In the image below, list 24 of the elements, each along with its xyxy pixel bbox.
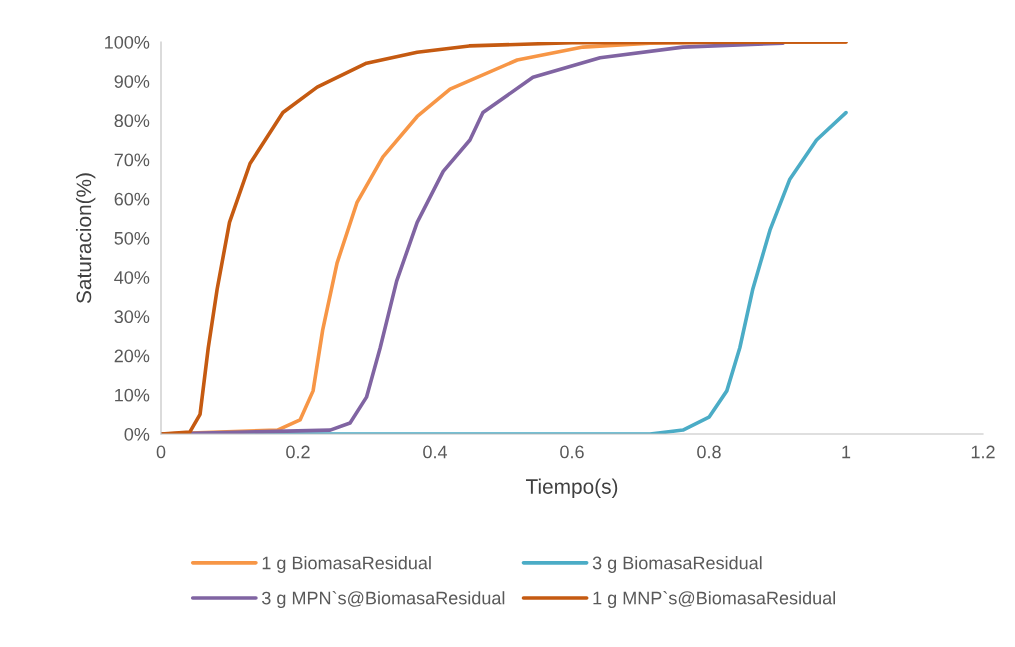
legend-label: 1 g MNP`s@BiomasaResidual: [593, 590, 835, 609]
y-tick-label: 60%: [114, 192, 150, 206]
y-tick-label: 100%: [105, 35, 150, 49]
legend-label: 3 g BiomasaResidual: [592, 556, 762, 573]
y-tick-label: 70%: [114, 153, 150, 167]
x-tick-label: 0.2: [286, 445, 310, 459]
x-tick-label: 0: [156, 445, 166, 459]
y-axis-title: Saturacion(%): [75, 173, 96, 304]
x-tick-label: 0.4: [423, 445, 448, 459]
x-tick-label: 1: [842, 445, 851, 459]
x-tick-label: 1.2: [971, 445, 995, 459]
legend-label: 1 g BiomasaResidual: [262, 556, 431, 573]
y-tick-label: 0%: [124, 427, 150, 441]
y-tick-label: 80%: [114, 114, 150, 128]
y-tick-label: 10%: [115, 388, 150, 402]
y-tick-label: 20%: [114, 349, 150, 363]
y-tick-label: 40%: [114, 271, 150, 284]
x-tick-label: 0.8: [697, 445, 721, 459]
y-tick-label: 50%: [114, 231, 150, 245]
x-axis-title: Tiempo(s): [525, 478, 618, 499]
x-tick-label: 0.6: [560, 445, 584, 459]
y-tick-label: 90%: [114, 75, 150, 88]
y-tick-label: 30%: [114, 310, 150, 324]
legend-label: 3 g MPN`s@BiomasaResidual: [262, 590, 505, 609]
